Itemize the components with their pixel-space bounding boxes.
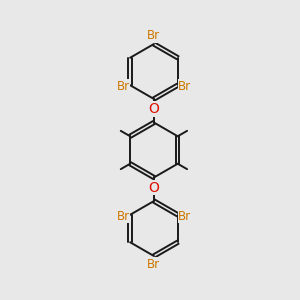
Text: O: O <box>148 181 159 195</box>
Text: Br: Br <box>147 258 161 271</box>
Text: O: O <box>148 102 159 116</box>
Text: Br: Br <box>178 209 191 223</box>
Text: Br: Br <box>147 29 161 42</box>
Text: Br: Br <box>178 80 191 93</box>
Text: Br: Br <box>117 80 130 93</box>
Text: Br: Br <box>117 209 130 223</box>
